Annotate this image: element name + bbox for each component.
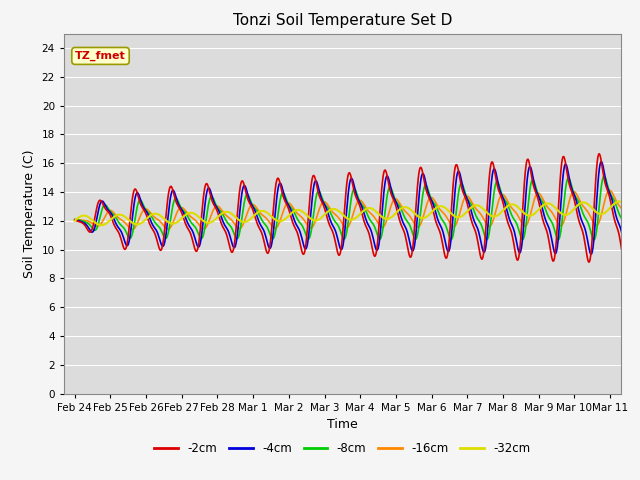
-32cm <box>401 204 409 210</box>
-8cm <box>71 217 79 223</box>
-2cm <box>513 256 520 262</box>
-8cm <box>624 234 632 240</box>
-16cm <box>129 227 136 232</box>
-16cm <box>580 204 588 210</box>
-8cm <box>590 237 598 243</box>
-4cm <box>604 184 611 190</box>
-2cm <box>390 199 398 204</box>
-32cm <box>97 222 105 228</box>
-2cm <box>579 230 587 236</box>
-16cm <box>513 212 521 217</box>
-4cm <box>401 223 408 228</box>
X-axis label: Time: Time <box>327 418 358 431</box>
-4cm <box>390 196 398 202</box>
-2cm <box>604 187 611 192</box>
-2cm <box>624 235 632 241</box>
-8cm <box>401 214 408 220</box>
-32cm <box>580 200 588 205</box>
-2cm <box>621 260 628 266</box>
-32cm <box>513 204 521 209</box>
Legend: -2cm, -4cm, -8cm, -16cm, -32cm: -2cm, -4cm, -8cm, -16cm, -32cm <box>150 437 535 460</box>
-4cm <box>623 252 630 258</box>
Line: -32cm: -32cm <box>75 202 628 225</box>
Y-axis label: Soil Temperature (C): Soil Temperature (C) <box>23 149 36 278</box>
Line: -2cm: -2cm <box>75 154 628 263</box>
-16cm <box>155 217 163 223</box>
-4cm <box>598 159 605 165</box>
-16cm <box>401 208 409 214</box>
-4cm <box>71 217 79 223</box>
-32cm <box>624 204 632 210</box>
-16cm <box>624 217 632 223</box>
-32cm <box>604 208 611 214</box>
-4cm <box>154 232 162 238</box>
-8cm <box>604 184 612 190</box>
-16cm <box>604 190 611 196</box>
-16cm <box>71 216 79 222</box>
Line: -8cm: -8cm <box>75 176 628 240</box>
-2cm <box>71 217 79 223</box>
-8cm <box>390 195 398 201</box>
Title: Tonzi Soil Temperature Set D: Tonzi Soil Temperature Set D <box>233 13 452 28</box>
-8cm <box>154 223 162 229</box>
Line: -16cm: -16cm <box>75 190 628 229</box>
-2cm <box>596 151 604 156</box>
-16cm <box>605 187 613 193</box>
Line: -4cm: -4cm <box>75 162 628 255</box>
-2cm <box>154 242 162 248</box>
-4cm <box>624 250 632 255</box>
-32cm <box>616 199 623 204</box>
-4cm <box>579 221 587 227</box>
-4cm <box>513 239 520 245</box>
-8cm <box>579 211 587 216</box>
-8cm <box>600 173 608 179</box>
-32cm <box>155 212 163 217</box>
-8cm <box>513 221 520 227</box>
-2cm <box>401 230 408 236</box>
-16cm <box>392 196 399 202</box>
-32cm <box>71 218 79 224</box>
Text: TZ_fmet: TZ_fmet <box>75 51 126 61</box>
-32cm <box>392 211 399 216</box>
